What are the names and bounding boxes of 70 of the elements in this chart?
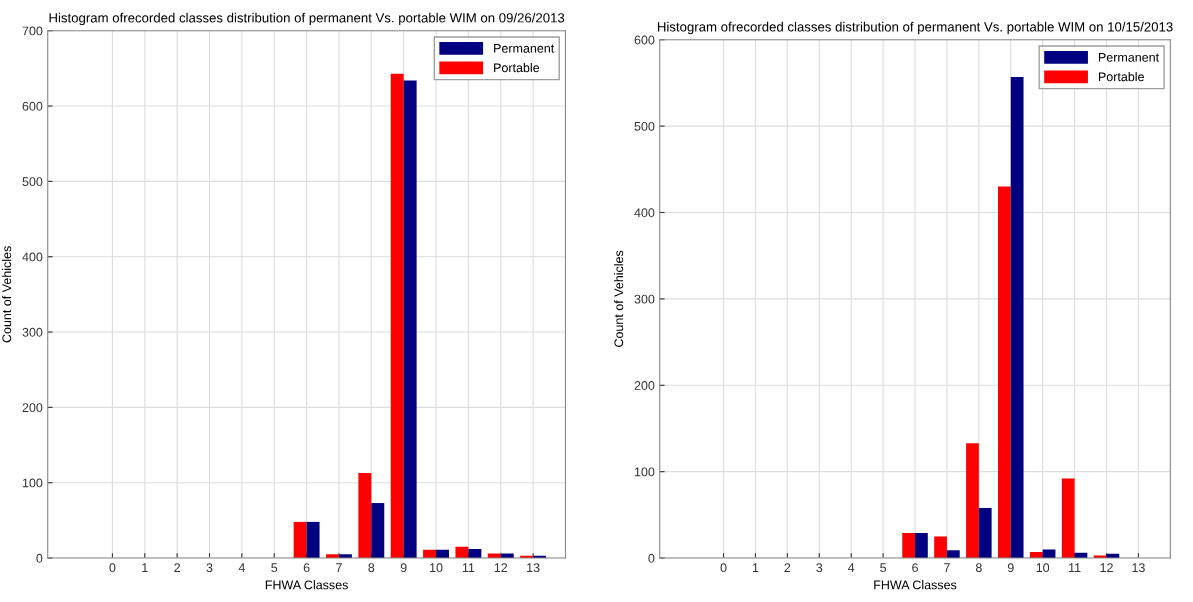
x-tick-label: 8 — [975, 563, 982, 573]
y-tick-label: 600 — [22, 101, 43, 111]
x-axis-title: FHWA Classes — [874, 580, 957, 590]
legend-label: Portable — [1098, 72, 1144, 82]
x-tick-label: 2 — [784, 563, 791, 572]
legend-label: Portable — [494, 62, 540, 73]
bar — [403, 80, 417, 559]
y-axis-title: Count of Vehicles — [614, 250, 624, 347]
y-tick-label: 200 — [22, 403, 43, 413]
bar — [998, 186, 1011, 559]
x-tick-label: 1 — [142, 563, 148, 572]
bar — [306, 521, 320, 559]
x-tick-label: 6 — [912, 563, 918, 573]
x-tick-label: 10 — [430, 563, 443, 573]
y-tick-label: 400 — [22, 252, 43, 262]
y-tick-label: 700 — [22, 26, 43, 36]
bar — [455, 546, 469, 559]
x-tick-label: 5 — [271, 563, 278, 573]
bar — [902, 533, 916, 559]
x-tick-label: 5 — [880, 563, 887, 573]
y-tick-label: 0 — [648, 553, 655, 563]
legend-label: Permanent — [1098, 53, 1159, 62]
y-tick-label: 600 — [634, 35, 655, 45]
x-tick-label: 9 — [400, 563, 407, 573]
x-tick-label: 11 — [462, 563, 475, 572]
chart-title: Histogram ofrecorded classes distribution of permanent Vs. portable WIM on 09/26/2013 — [49, 12, 565, 26]
x-tick-label: 0 — [109, 563, 116, 573]
x-tick-label: 9 — [1007, 563, 1014, 573]
x-tick-label: 11 — [1069, 563, 1081, 572]
y-tick-label: 100 — [22, 478, 43, 488]
x-tick-label: 4 — [848, 563, 855, 572]
x-tick-label: 13 — [1132, 563, 1145, 573]
x-tick-label: 12 — [494, 563, 508, 572]
x-tick-label: 10 — [1036, 563, 1050, 573]
y-tick-label: 400 — [634, 208, 655, 218]
bar — [390, 73, 404, 559]
bar — [946, 550, 960, 559]
x-tick-label: 7 — [336, 563, 342, 572]
bar — [915, 533, 928, 559]
bar — [978, 507, 992, 559]
x-tick-label: 2 — [174, 563, 181, 572]
y-tick-label: 300 — [634, 294, 655, 304]
bar — [371, 503, 385, 559]
bar — [293, 521, 307, 559]
bar — [1061, 478, 1075, 559]
bar — [966, 443, 979, 559]
x-tick-label: 12 — [1100, 563, 1113, 572]
y-tick-label: 100 — [634, 467, 655, 477]
y-tick-label: 500 — [22, 177, 43, 187]
x-tick-label: 6 — [303, 563, 310, 573]
y-tick-label: 0 — [36, 553, 43, 563]
bar — [1042, 549, 1056, 559]
x-tick-label: 4 — [238, 563, 245, 572]
bar — [358, 472, 372, 559]
y-axis-title: Count of Vehicles — [2, 246, 12, 343]
x-tick-label: 1 — [752, 563, 759, 572]
x-tick-label: 3 — [816, 563, 823, 573]
x-tick-label: 0 — [720, 563, 727, 573]
legend-label: Permanent — [494, 43, 555, 53]
y-tick-label: 500 — [634, 121, 655, 131]
bar — [934, 536, 947, 559]
x-tick-label: 3 — [206, 563, 213, 573]
bar — [1010, 76, 1024, 559]
x-tick-label: 13 — [527, 563, 540, 573]
x-tick-label: 8 — [368, 563, 375, 573]
y-tick-label: 200 — [634, 381, 655, 390]
y-tick-label: 300 — [22, 327, 43, 337]
x-tick-label: 7 — [944, 563, 950, 572]
chart-title: Histogram ofrecorded classes distribution of permanent Vs. portable WIM on 10/15/2013 — [657, 21, 1173, 35]
x-axis-title: FHWA Classes — [265, 580, 348, 590]
